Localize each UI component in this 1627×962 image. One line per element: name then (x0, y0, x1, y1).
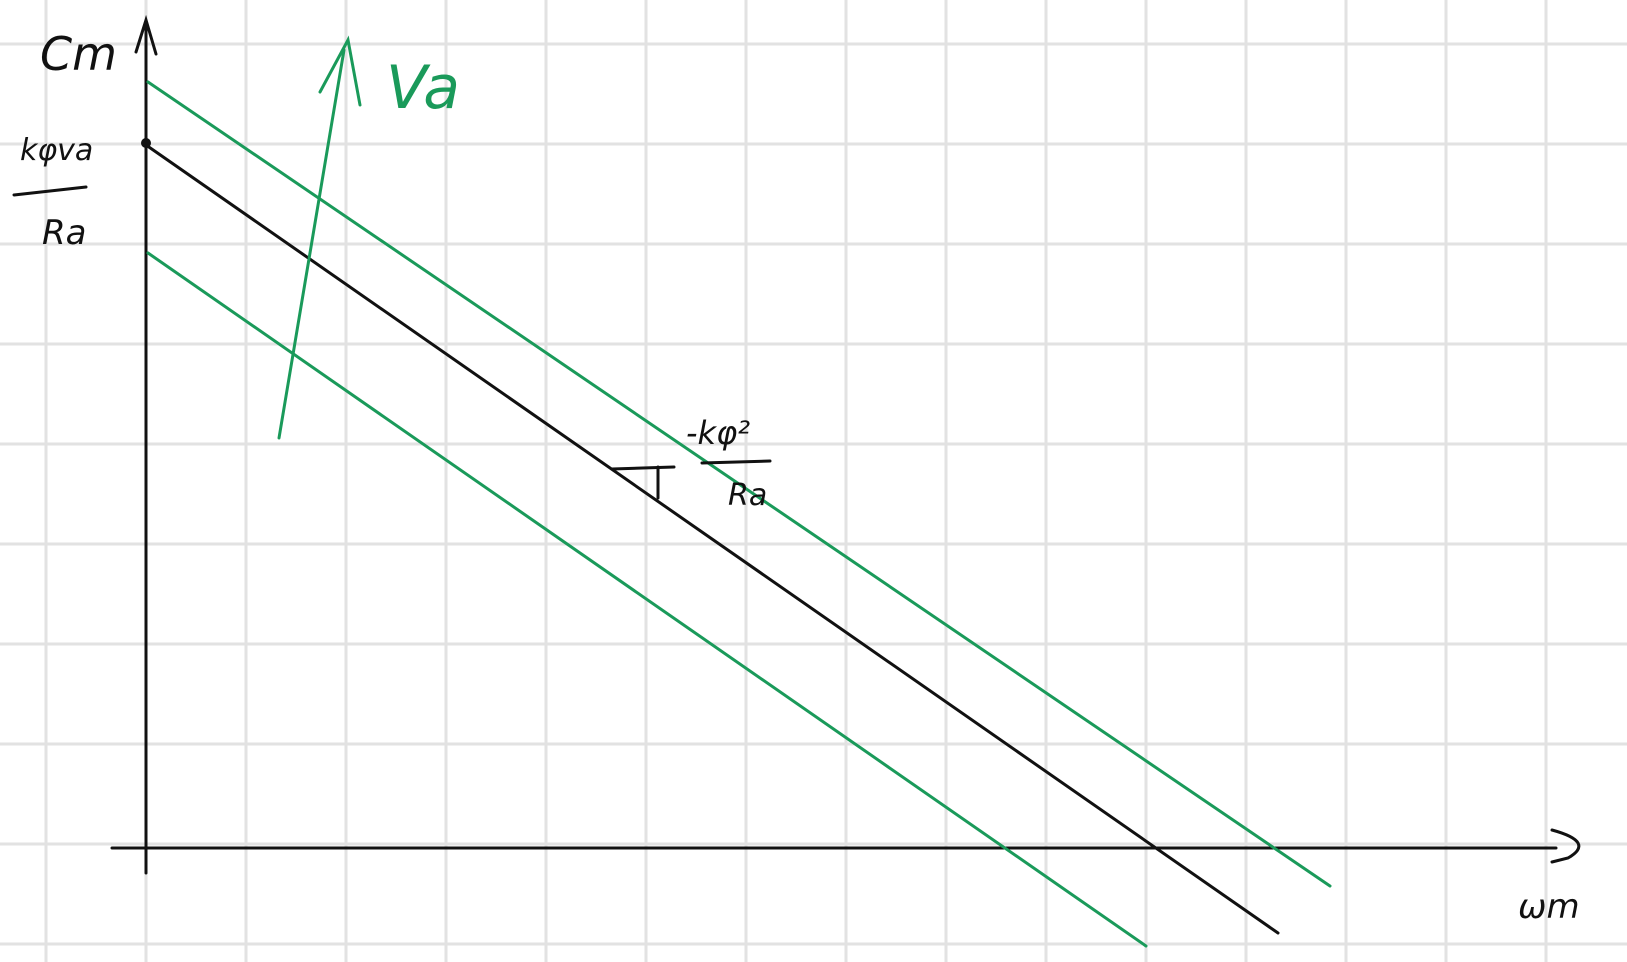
x-axis-arrowhead (1550, 828, 1581, 864)
y-axis-label: Cm (40, 27, 117, 81)
slope-denominator: Ra (728, 478, 767, 513)
y-axis-arrowhead (134, 14, 158, 56)
x-axis-label: ωm (1518, 887, 1580, 927)
upper-green-line (146, 80, 1332, 888)
va-arrow (277, 35, 362, 440)
lower-green-line (146, 251, 1148, 948)
y-intercept-denominator: Ra (42, 213, 86, 253)
axes (110, 14, 1581, 875)
slope-fraction-bar (700, 459, 772, 465)
y-intercept-label: kφva Ra (12, 133, 93, 253)
green-lines (146, 80, 1332, 948)
slope-marker (610, 465, 676, 500)
slope-numerator: -kφ² (686, 414, 750, 452)
y-intercept-numerator: kφva (20, 133, 93, 168)
y-intercept-fraction-bar (12, 185, 88, 197)
black-line (144, 143, 1280, 935)
y-intercept-dot (141, 138, 151, 148)
va-label: Va (386, 53, 460, 123)
slope-label: -kφ² Ra (686, 414, 772, 513)
